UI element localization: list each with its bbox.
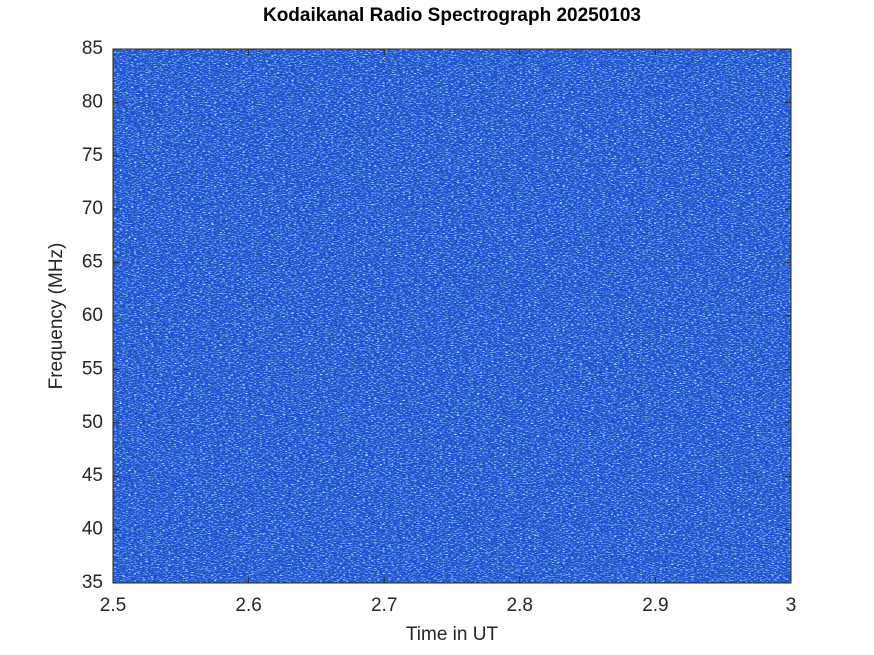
- y-tick-label: 60: [82, 305, 103, 326]
- y-tick-label: 55: [82, 358, 103, 379]
- y-tick-label: 75: [82, 145, 103, 166]
- chart-title: Kodaikanal Radio Spectrograph 20250103: [263, 5, 641, 26]
- x-tick-label: 2.8: [507, 595, 533, 616]
- y-tick-label: 85: [82, 38, 103, 59]
- y-tick-label: 65: [82, 252, 103, 273]
- y-tick-label: 45: [82, 465, 103, 486]
- x-tick-label: 2.6: [235, 595, 261, 616]
- x-tick-label: 2.5: [100, 595, 126, 616]
- x-tick-label: 2.9: [642, 595, 668, 616]
- x-tick-label: 3: [786, 595, 797, 616]
- y-tick-label: 70: [82, 198, 103, 219]
- x-tick-label: 2.7: [371, 595, 397, 616]
- y-tick-label: 80: [82, 91, 103, 112]
- y-tick-label: 35: [82, 572, 103, 593]
- x-axis-label: Time in UT: [406, 624, 499, 645]
- y-tick-label: 50: [82, 412, 103, 433]
- y-tick-label: 40: [82, 519, 103, 540]
- spectrogram-bright-noise: [113, 49, 791, 583]
- y-axis-label: Frequency (MHz): [46, 243, 67, 390]
